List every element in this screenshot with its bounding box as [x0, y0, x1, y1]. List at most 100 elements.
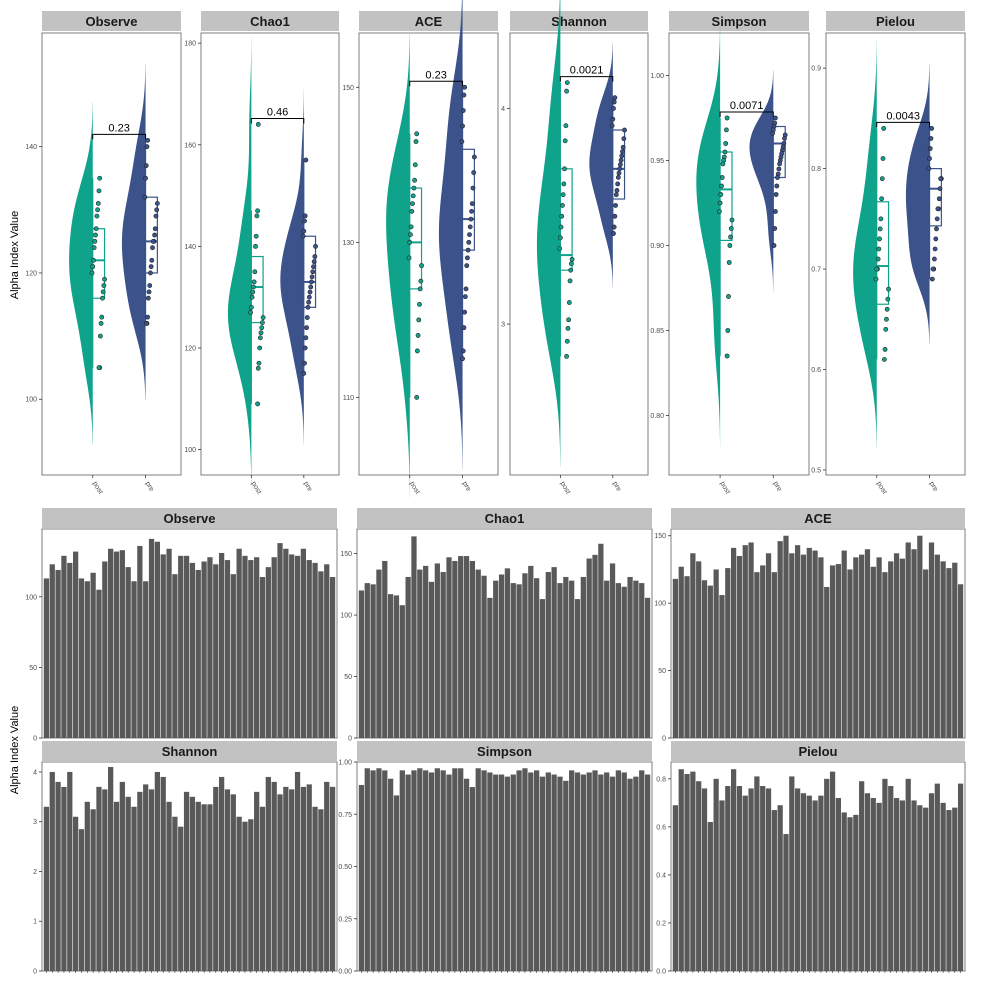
data-point-pre: [614, 187, 620, 193]
bar: [551, 774, 557, 971]
bar: [615, 770, 622, 971]
bar: [812, 550, 818, 738]
data-point-post: [564, 88, 569, 94]
bar: [627, 576, 633, 738]
data-point-post: [719, 175, 725, 180]
bar: [487, 597, 493, 738]
bar: [627, 778, 633, 971]
bar: [306, 784, 312, 971]
bar: [633, 776, 639, 971]
bar: [434, 768, 440, 971]
data-point-post: [417, 286, 423, 292]
data-point-pre: [312, 254, 318, 259]
data-point-post: [93, 232, 98, 238]
bar: [760, 565, 766, 738]
data-point-post: [248, 310, 254, 315]
violin-panel-ace: ACE 110 130 150 0.23 post pre: [342, 0, 499, 498]
data-point-post: [255, 122, 261, 127]
bar: [928, 793, 935, 971]
bar: [917, 805, 923, 971]
bar: [719, 595, 725, 738]
data-point-post: [726, 260, 732, 265]
bar: [800, 793, 807, 971]
bar: [504, 776, 511, 971]
bar-panel-observe: Observe 0 50 100: [25, 508, 338, 743]
bar: [818, 795, 824, 971]
bar: [789, 776, 795, 971]
y-tick-label: 120: [25, 270, 37, 277]
data-point-pre: [306, 299, 312, 305]
data-point-pre: [938, 176, 944, 182]
data-point-pre: [932, 246, 938, 252]
bar: [586, 558, 592, 738]
data-point-pre: [772, 226, 778, 231]
bar: [824, 586, 830, 738]
data-point-post: [884, 306, 890, 312]
data-point-pre: [308, 279, 314, 285]
bar: [446, 557, 452, 738]
bar: [195, 801, 201, 971]
facet-strip: [671, 508, 965, 528]
bar: [684, 576, 690, 738]
bar: [423, 770, 429, 971]
data-point-post: [99, 314, 105, 320]
data-point-pre: [620, 149, 625, 154]
bar: [696, 561, 702, 738]
bar: [463, 556, 470, 738]
bar: [300, 786, 307, 971]
bar: [725, 568, 731, 738]
data-point-pre: [148, 270, 153, 276]
bar: [358, 784, 365, 971]
bar: [154, 771, 161, 971]
y-tick-label: 50: [658, 668, 666, 675]
bar: [522, 573, 528, 738]
bar: [754, 776, 760, 971]
data-point-pre: [465, 255, 470, 261]
y-tick-label: 120: [184, 345, 196, 352]
bar: [399, 605, 405, 738]
data-point-post: [253, 243, 258, 249]
bar: [382, 770, 388, 971]
bar: [748, 788, 754, 971]
bar: [481, 575, 487, 738]
data-point-post: [882, 347, 888, 352]
bar: [376, 768, 382, 971]
bar: [481, 770, 487, 971]
facet-strip: [510, 11, 648, 31]
data-point-post: [92, 238, 98, 244]
facet-label: Chao1: [250, 14, 290, 29]
data-point-post: [881, 126, 887, 131]
y-tick-label: 50: [29, 665, 37, 672]
bar: [498, 774, 505, 971]
data-point-pre: [301, 228, 307, 234]
bar: [592, 770, 598, 971]
bar: [318, 809, 324, 971]
bar: [940, 561, 946, 738]
bar: [876, 557, 882, 738]
facet-label: Pielou: [798, 744, 837, 759]
bar: [621, 772, 627, 971]
bar: [795, 545, 801, 738]
violin-post: [227, 36, 252, 493]
data-point-pre: [771, 243, 777, 248]
y-tick-label: 0.2: [656, 920, 666, 927]
data-point-post: [886, 286, 891, 292]
y-tick-label: 1.00: [650, 73, 664, 80]
data-point-pre: [934, 216, 940, 222]
bar: [684, 774, 690, 971]
bar: [230, 794, 236, 971]
panel-frame: [668, 32, 810, 476]
y-tick-label: 0.00: [338, 969, 352, 976]
violin-post: [69, 101, 93, 445]
x-tick-label-pre: pre: [461, 481, 472, 493]
bar: [934, 783, 940, 971]
bar: [458, 556, 464, 738]
bar: [609, 776, 616, 971]
data-point-pre: [462, 309, 468, 315]
bar: [957, 783, 964, 971]
data-point-post: [101, 283, 107, 288]
bar: [160, 554, 166, 738]
bar: [387, 594, 394, 738]
bar: [469, 560, 476, 738]
data-point-pre: [143, 163, 149, 168]
